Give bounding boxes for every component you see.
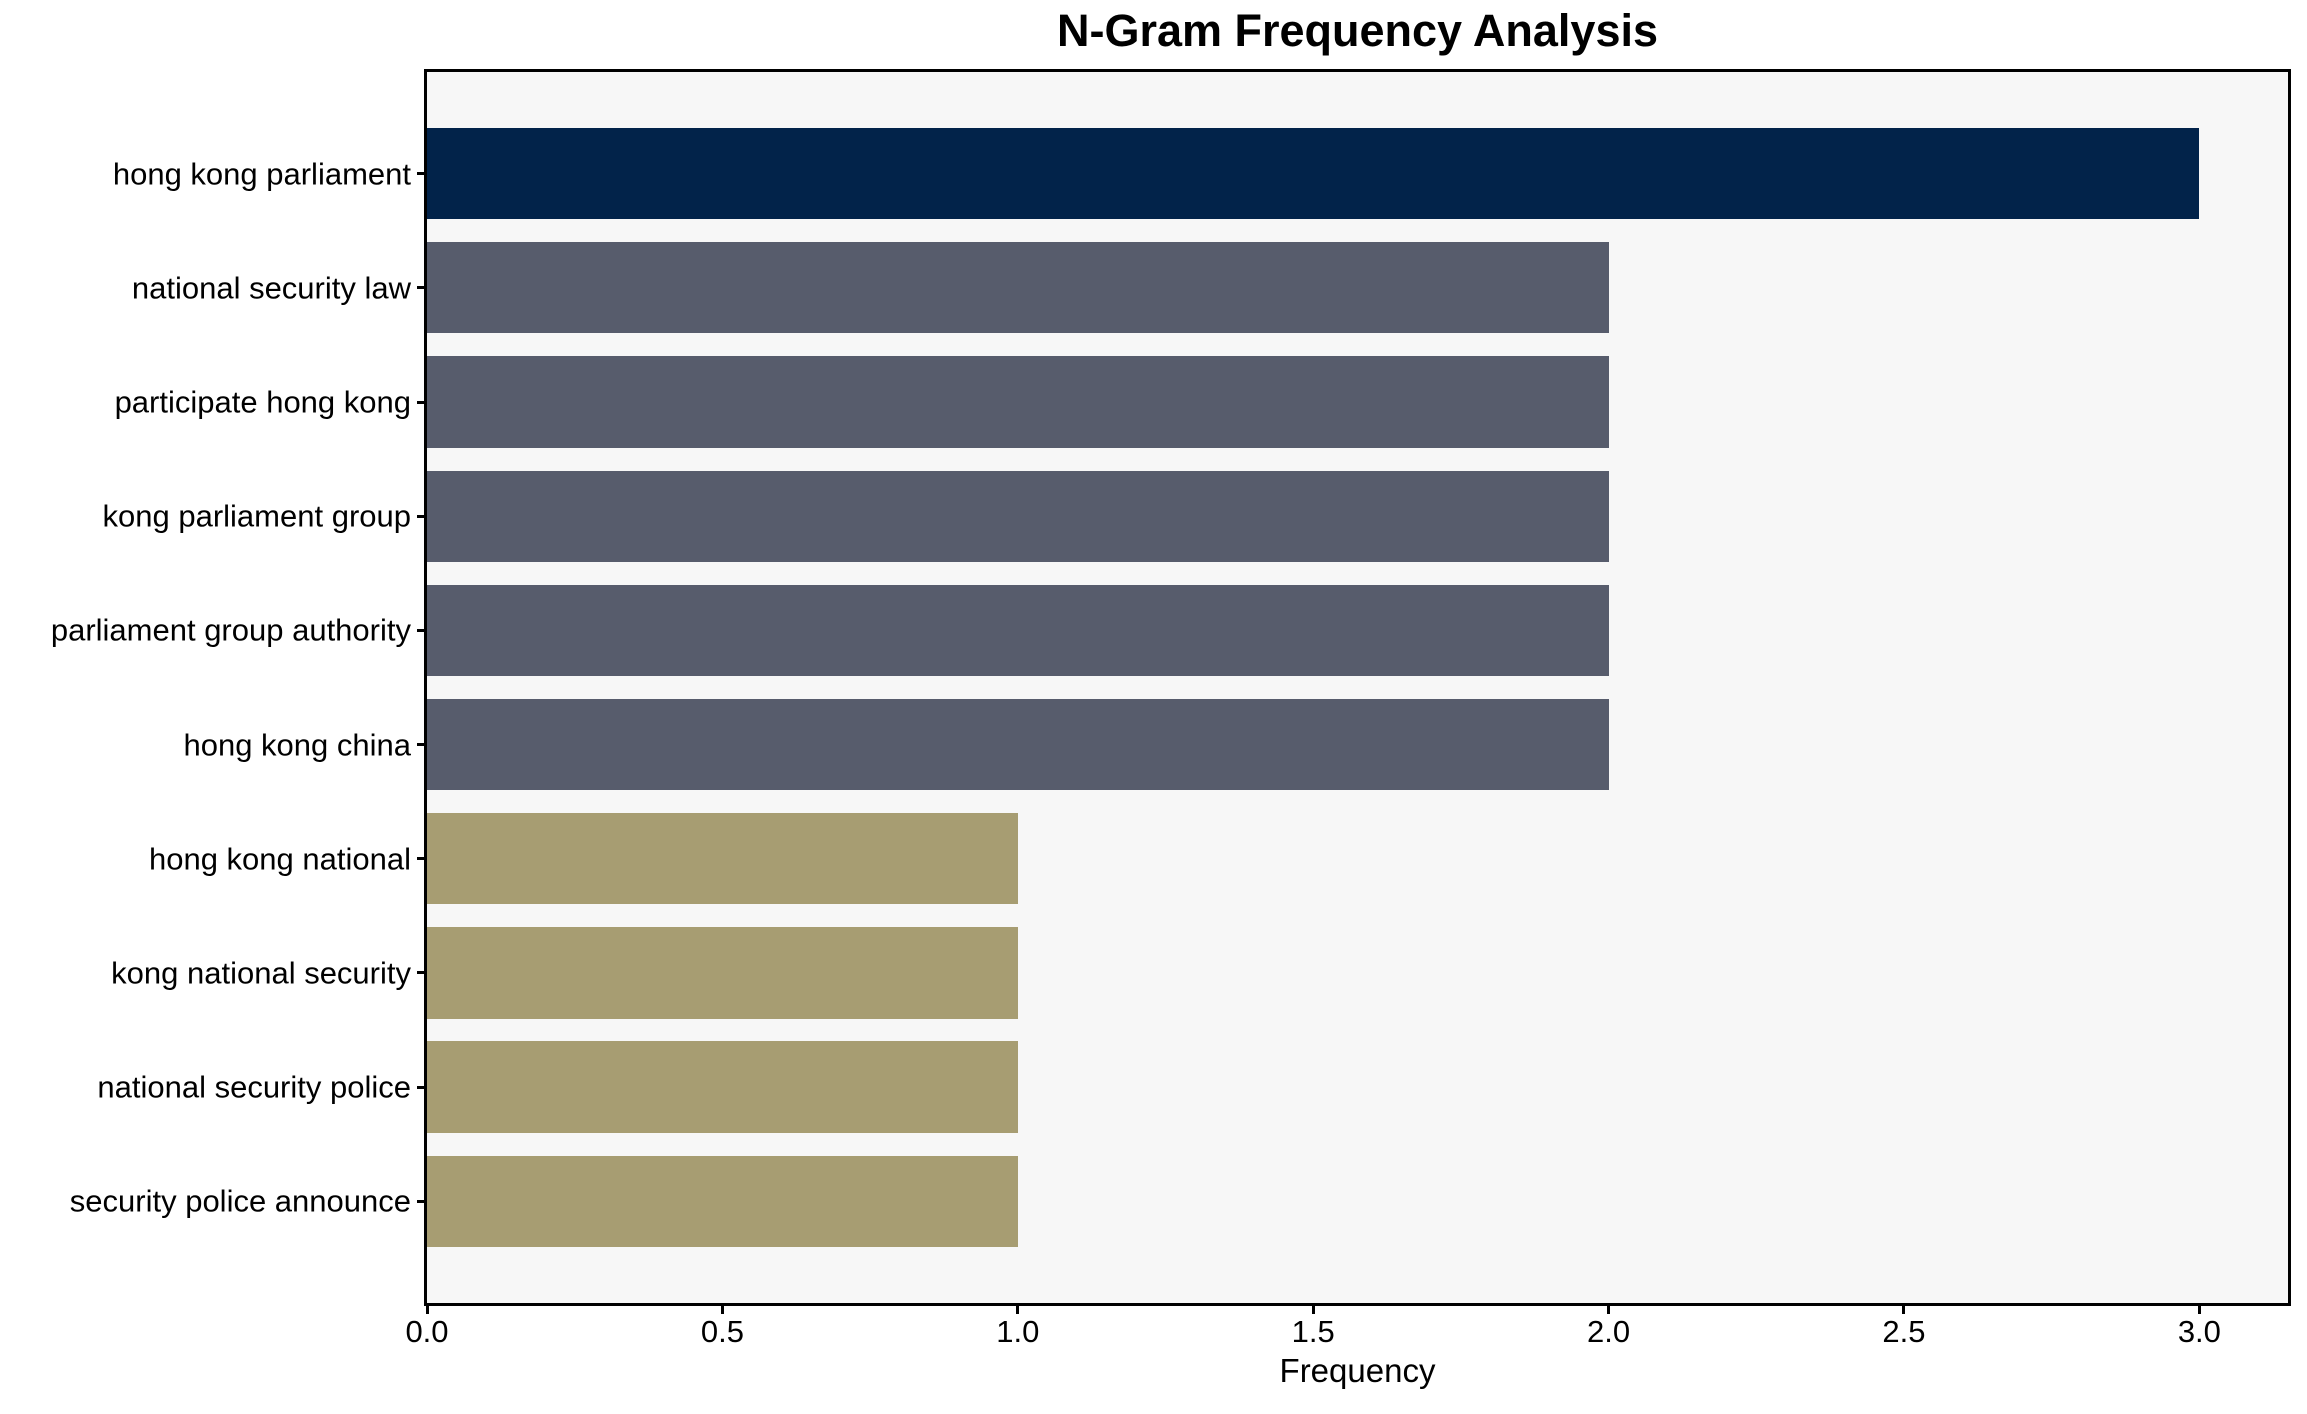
x-tick-label: 2.0: [1587, 1314, 1631, 1349]
x-tick-label: 0.0: [405, 1314, 449, 1349]
plot-area: [427, 72, 2288, 1303]
x-tick-label: 2.5: [1882, 1314, 1926, 1349]
bar-security-police-announce: [427, 1155, 1018, 1248]
x-tick-label: 0.5: [700, 1314, 744, 1349]
y-tick-mark: [417, 1085, 427, 1089]
x-tick-mark: [1607, 1303, 1611, 1314]
bar-kong-national-security: [427, 927, 1018, 1019]
x-tick-mark: [1016, 1303, 1020, 1314]
y-tick-mark: [417, 172, 427, 176]
y-tick-mark: [417, 971, 427, 975]
x-tick-mark: [1902, 1303, 1906, 1314]
y-tick-mark: [417, 286, 427, 290]
x-tick-label: 3.0: [2177, 1314, 2221, 1349]
x-tick-label: 1.5: [1291, 1314, 1335, 1349]
bar-participate-hong-kong: [427, 356, 1609, 448]
x-tick-label: 1.0: [996, 1314, 1040, 1349]
y-tick-mark: [417, 1199, 427, 1203]
chart-title: N-Gram Frequency Analysis: [1056, 5, 1659, 56]
bar-national-security-law: [427, 242, 1609, 334]
x-axis-title: Frequency: [1279, 1352, 1436, 1389]
x-tick-mark: [425, 1303, 429, 1314]
bar-hong-kong-china: [427, 698, 1609, 791]
y-axis-label: kong national security: [111, 955, 411, 991]
x-tick-mark: [720, 1303, 724, 1314]
y-axis-label: security police announce: [69, 1183, 411, 1219]
bar-parliament-group-authority: [427, 584, 1609, 677]
y-axis-label: national security police: [97, 1069, 411, 1105]
y-tick-mark: [417, 857, 427, 861]
bar-kong-parliament-group: [427, 470, 1609, 562]
y-axis-label: participate hong kong: [114, 384, 411, 420]
y-tick-mark: [417, 514, 427, 518]
y-axis-label: hong kong parliament: [112, 156, 411, 192]
y-axis-label: national security law: [131, 270, 411, 306]
y-tick-mark: [417, 743, 427, 747]
x-tick-mark: [2197, 1303, 2201, 1314]
bar-hong-kong-parliament: [427, 127, 2200, 220]
y-tick-mark: [417, 400, 427, 404]
x-tick-mark: [1311, 1303, 1315, 1314]
bar-national-security-police: [427, 1041, 1018, 1133]
y-axis-label: parliament group authority: [50, 612, 411, 648]
y-axis-label: hong kong national: [148, 841, 411, 877]
y-axis-label: kong parliament group: [102, 498, 411, 534]
y-tick-mark: [417, 628, 427, 632]
bar-hong-kong-national: [427, 813, 1018, 905]
y-axis-label: hong kong china: [183, 727, 411, 763]
